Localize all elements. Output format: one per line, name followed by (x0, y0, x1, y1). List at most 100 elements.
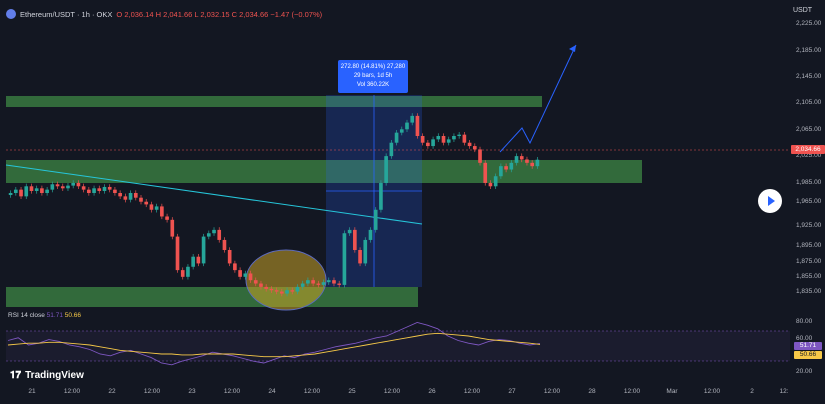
demand-zone-low (6, 287, 418, 307)
measure-change: 272.80 (14.81%) 27,280 (340, 64, 406, 70)
time-tick: 28 (588, 388, 596, 395)
time-tick: 26 (428, 388, 436, 395)
tradingview-logo[interactable]: 𝟏𝟕 TradingView (10, 370, 84, 381)
candle (253, 280, 258, 284)
candle (472, 146, 477, 150)
measure-volume: Vol 360.22K (356, 82, 390, 88)
candle (144, 201, 149, 205)
candle (248, 273, 253, 281)
time-tick: 12:00 (223, 388, 241, 395)
candle (316, 283, 321, 285)
candle (389, 142, 394, 157)
candle (337, 283, 342, 285)
time-tick: 12:00 (463, 388, 481, 395)
candle (13, 189, 18, 193)
replay-button[interactable] (758, 189, 782, 213)
supply-zone-top (6, 96, 542, 107)
price-tick: 2,145.00 (796, 73, 822, 80)
candle (180, 270, 185, 277)
rsi-tick: 60.00 (796, 335, 813, 342)
price-tick: 2,065.00 (796, 126, 822, 133)
price-tick: 2,185.00 (796, 47, 822, 54)
time-axis[interactable]: 21 12:00 22 12:00 23 12:00 24 12:00 25 1… (0, 384, 790, 404)
measure-bars: 29 bars, 1d 5h (353, 73, 393, 79)
price-tick: 2,225.00 (796, 20, 822, 27)
candle (29, 186, 34, 191)
candle (321, 282, 326, 285)
candle (60, 186, 65, 189)
candle (509, 162, 514, 170)
time-tick: 24 (268, 388, 276, 395)
rsi-name: RSI 14 close (8, 312, 45, 319)
rsi-line (7, 322, 541, 366)
candle (493, 176, 498, 187)
candle (186, 266, 190, 277)
candle (483, 162, 488, 183)
candle (478, 149, 482, 163)
candle (519, 156, 524, 160)
candle (19, 189, 23, 197)
ohlc-values: O 2,036.14 H 2,041.66 L 2,032.15 C 2,034… (116, 9, 323, 19)
time-tick: 21 (28, 388, 36, 395)
price-tick: 1,985.00 (796, 179, 822, 186)
candle (217, 229, 222, 240)
candle (420, 136, 425, 143)
last-price-badge: 2,034.66 (791, 145, 825, 154)
candle (279, 291, 284, 294)
candle (233, 263, 237, 271)
candle (269, 288, 274, 291)
candle (363, 239, 368, 264)
candle (264, 286, 269, 289)
currency-label: USDT (793, 7, 813, 14)
candle (394, 132, 399, 143)
candle (133, 193, 138, 198)
candle (175, 236, 180, 271)
rsi-indicator-label[interactable]: RSI 14 close 51.71 50.66 (8, 312, 81, 319)
candle (8, 193, 13, 196)
candle (87, 189, 91, 193)
candle (431, 139, 435, 147)
time-tick: Mar (666, 388, 678, 395)
rsi-ma-badge: 50.66 (794, 351, 822, 359)
candle (45, 189, 49, 193)
rsi-ma-value: 50.66 (64, 312, 82, 319)
projection-arrowhead (569, 45, 576, 52)
candle (212, 229, 216, 234)
candle (259, 283, 263, 287)
candle (311, 280, 315, 284)
candle (499, 166, 503, 177)
price-tick: 1,895.00 (796, 242, 822, 249)
time-tick: 12:00 (383, 388, 401, 395)
candle (206, 233, 211, 237)
time-tick: 12:00 (623, 388, 641, 395)
candle (165, 216, 169, 220)
measure-tooltip: 272.80 (14.81%) 27,280 29 bars, 1d 5h Vo… (338, 60, 408, 93)
candle (191, 256, 195, 267)
price-tick: 1,925.00 (796, 222, 822, 229)
candle (118, 193, 122, 197)
candle (399, 129, 404, 133)
candle (504, 166, 508, 170)
candle (50, 184, 55, 190)
candle (238, 270, 242, 277)
demand-zone-mid (6, 160, 642, 183)
time-tick: 22 (108, 388, 116, 395)
candle (373, 209, 378, 230)
candle (436, 136, 441, 140)
candle (347, 229, 352, 234)
candle (467, 142, 472, 147)
candle (201, 236, 206, 264)
price-axis[interactable]: 2,225.00 2,185.00 2,145.00 2,105.00 2,06… (790, 0, 825, 404)
candle (358, 250, 362, 264)
candle (457, 134, 461, 136)
time-tick: 27 (508, 388, 516, 395)
symbol-title[interactable]: Ethereum/USDT · 1h · OKX (20, 9, 113, 19)
time-tick: 12:00 (63, 388, 81, 395)
candle (170, 219, 175, 237)
candle (160, 206, 164, 217)
candle (274, 290, 279, 292)
price-tick: 1,835.00 (796, 288, 822, 295)
brand-name: TradingView (25, 370, 84, 381)
candle (514, 156, 519, 163)
